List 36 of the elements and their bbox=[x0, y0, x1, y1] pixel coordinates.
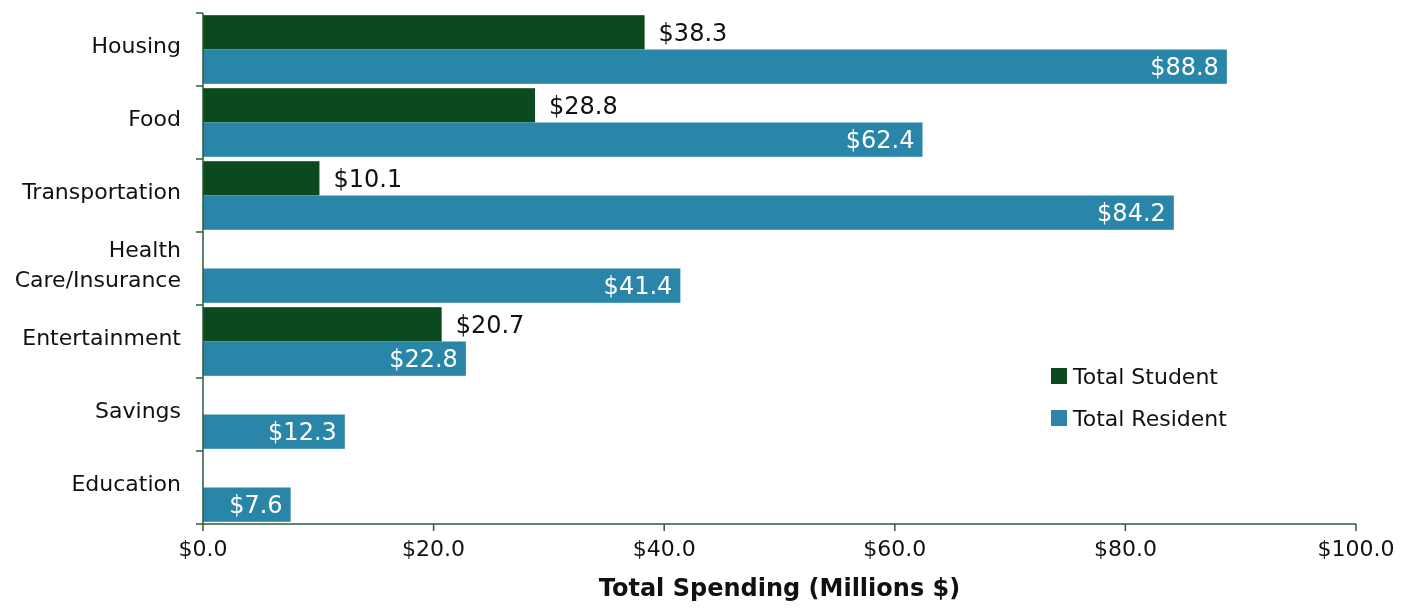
data-label: $41.4 bbox=[603, 272, 673, 301]
y-tick-label: Transportation bbox=[21, 179, 181, 205]
y-tick-label: Savings bbox=[95, 398, 181, 424]
bar bbox=[203, 122, 923, 157]
bar bbox=[203, 307, 442, 342]
bar bbox=[203, 15, 645, 50]
y-tick-label: Entertainment bbox=[22, 325, 182, 351]
data-label: $28.8 bbox=[549, 91, 618, 120]
data-label: $22.8 bbox=[389, 345, 458, 374]
x-tick-label: $20.0 bbox=[402, 536, 466, 561]
y-tick-label: Health Care/Insurance bbox=[14, 237, 181, 293]
y-tick-label: Housing bbox=[91, 33, 181, 59]
x-axis-title: Total Spending (Millions $) bbox=[598, 574, 961, 602]
legend-label: Total Student bbox=[1072, 363, 1219, 389]
data-label: $88.8 bbox=[1150, 53, 1219, 82]
data-label: $38.3 bbox=[658, 18, 728, 47]
bar bbox=[203, 268, 681, 303]
bar bbox=[203, 195, 1174, 230]
data-label: $10.1 bbox=[333, 164, 403, 193]
data-label: $84.2 bbox=[1097, 199, 1166, 228]
data-label: $12.3 bbox=[268, 418, 337, 447]
x-tick-label: $0.0 bbox=[178, 536, 228, 561]
x-tick-label: $100.0 bbox=[1317, 536, 1395, 561]
y-tick-label: Education bbox=[71, 471, 181, 497]
data-label: $62.4 bbox=[845, 126, 915, 155]
data-label: $7.6 bbox=[229, 491, 283, 520]
y-tick-label: Food bbox=[128, 106, 181, 132]
bar bbox=[203, 341, 466, 376]
bar bbox=[203, 88, 536, 123]
x-tick-label: $40.0 bbox=[632, 536, 696, 561]
bar bbox=[203, 49, 1227, 84]
legend-label: Total Resident bbox=[1072, 405, 1228, 431]
x-tick-label: $60.0 bbox=[863, 536, 927, 561]
x-tick-label: $80.0 bbox=[1093, 536, 1157, 561]
data-label: $20.7 bbox=[455, 310, 525, 339]
bar bbox=[203, 161, 320, 196]
